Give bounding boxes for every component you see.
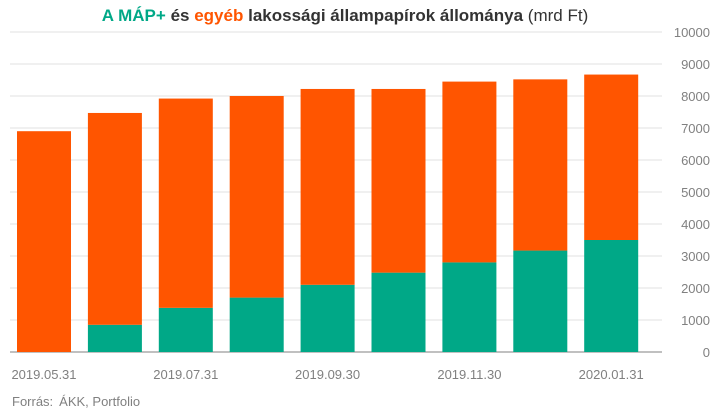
y-tick-label: 4000	[681, 217, 710, 232]
y-axis-ticks: 0 1000 2000 3000 4000 5000 6000 7000 8000 9000 100…	[674, 25, 710, 360]
bar-egyeb	[371, 88, 426, 273]
y-tick-label: 5000	[681, 185, 710, 200]
bar-egyeb	[442, 81, 497, 263]
bars	[17, 74, 639, 352]
y-tick-label: 9000	[681, 57, 710, 72]
y-tick-label: 7000	[681, 121, 710, 136]
bar-maap	[300, 284, 355, 352]
bar-maap	[158, 307, 213, 352]
y-tick-label: 8000	[681, 89, 710, 104]
x-tick-label: 2019.07.31	[153, 367, 218, 382]
bar-maap	[584, 240, 639, 352]
x-tick-label: 2019.09.30	[295, 367, 360, 382]
source-note: Forrás: ÁKK, Portfolio	[12, 394, 140, 409]
bar-maap	[87, 324, 142, 352]
bar-maap	[513, 250, 568, 352]
x-tick-label: 2019.05.31	[11, 367, 76, 382]
x-tick-label: 2019.11.30	[437, 367, 501, 382]
source-value: ÁKK, Portfolio	[59, 394, 141, 409]
bar-egyeb	[229, 96, 284, 298]
bar-egyeb	[158, 98, 213, 308]
source-label: Forrás:	[12, 394, 54, 409]
bar-maap	[371, 272, 426, 352]
x-axis-ticks: 2019.05.31 2019.07.31 2019.09.30 2019.11.30…	[11, 367, 643, 382]
bar-egyeb	[87, 112, 142, 325]
bar-egyeb	[513, 79, 568, 251]
title-maap: A MÁP+	[101, 6, 166, 25]
bar-maap	[442, 262, 497, 352]
title-rest: lakossági állampapírok állománya	[248, 6, 524, 25]
y-tick-label: 0	[703, 345, 710, 360]
y-tick-label: 10000	[674, 25, 710, 40]
x-tick-label: 2020.01.31	[579, 367, 644, 382]
bar-egyeb	[300, 88, 355, 285]
y-tick-label: 3000	[681, 249, 710, 264]
y-tick-label: 2000	[681, 281, 710, 296]
chart-title: A MÁP+ és egyéb lakossági állampapírok á…	[0, 6, 690, 26]
bar-maap	[229, 297, 284, 352]
title-egyeb: egyéb	[194, 6, 244, 25]
title-unit: (mrd Ft)	[527, 6, 589, 25]
y-tick-label: 1000	[681, 313, 710, 328]
bar-egyeb	[584, 74, 639, 240]
title-es: és	[170, 6, 190, 25]
y-tick-label: 6000	[681, 153, 710, 168]
bar-egyeb	[17, 131, 71, 352]
